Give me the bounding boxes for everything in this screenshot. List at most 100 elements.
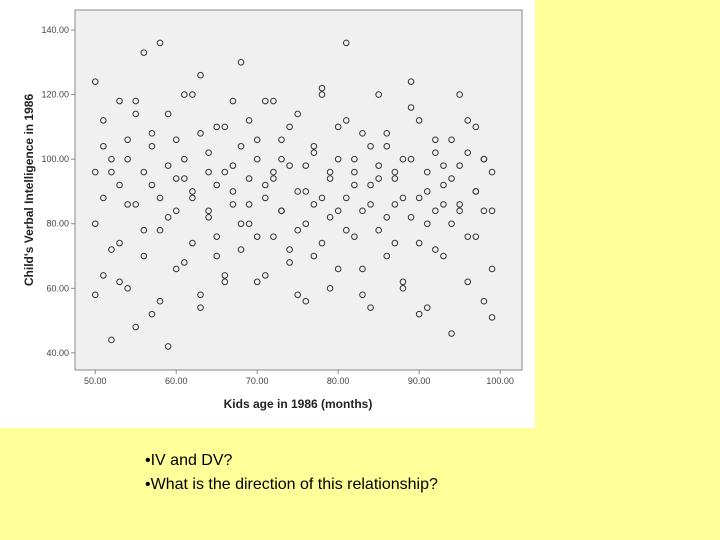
point	[334, 265, 342, 273]
point	[375, 175, 382, 182]
point	[172, 265, 180, 273]
point	[440, 252, 447, 260]
point	[245, 117, 253, 124]
point	[318, 84, 326, 92]
point	[375, 226, 382, 234]
point	[197, 291, 204, 299]
y-tick-label: 60.00	[46, 283, 69, 293]
point	[415, 194, 423, 202]
point	[156, 297, 164, 305]
point	[294, 110, 301, 118]
point	[391, 168, 399, 176]
point	[116, 97, 123, 105]
point	[253, 233, 261, 240]
y-tick-label: 120.00	[41, 90, 69, 100]
point	[302, 162, 310, 169]
point	[383, 252, 391, 260]
point	[221, 278, 229, 286]
point	[367, 304, 374, 311]
point	[423, 168, 431, 176]
point	[472, 233, 480, 240]
point	[261, 272, 269, 279]
point	[213, 252, 221, 260]
point	[464, 233, 472, 240]
point	[464, 117, 472, 124]
point	[91, 78, 99, 85]
point	[326, 213, 334, 221]
point	[213, 233, 221, 240]
point	[375, 91, 382, 98]
point	[148, 181, 156, 189]
point	[326, 285, 334, 292]
bullet-list: •IV and DV? •What is the direction of th…	[145, 449, 438, 497]
point	[91, 220, 99, 228]
point	[221, 123, 229, 131]
point	[302, 220, 310, 228]
point	[391, 239, 399, 247]
point	[116, 181, 123, 189]
point	[124, 201, 131, 208]
point	[164, 162, 172, 169]
point	[189, 91, 196, 98]
point	[383, 142, 391, 150]
point	[100, 117, 107, 124]
point	[91, 291, 99, 299]
point	[172, 207, 180, 215]
point	[140, 252, 148, 260]
point	[367, 142, 374, 150]
point	[456, 207, 463, 215]
point	[148, 310, 156, 318]
point	[156, 194, 164, 202]
point	[342, 39, 350, 47]
point	[480, 297, 488, 305]
point	[326, 175, 334, 182]
point	[480, 155, 488, 163]
point	[302, 188, 310, 195]
point	[124, 155, 131, 163]
point	[181, 175, 188, 182]
point	[245, 220, 253, 228]
point	[334, 123, 342, 131]
point	[456, 91, 463, 98]
point	[164, 110, 172, 118]
point	[294, 226, 301, 234]
point	[367, 181, 374, 189]
point	[229, 162, 237, 169]
point	[359, 130, 366, 137]
point	[326, 168, 334, 176]
point	[132, 323, 140, 331]
point	[423, 220, 431, 228]
point	[253, 136, 261, 144]
point	[294, 291, 301, 299]
point	[270, 97, 277, 105]
point	[197, 304, 204, 311]
point	[480, 207, 488, 215]
point	[391, 175, 399, 182]
point	[334, 207, 342, 215]
point	[359, 207, 366, 215]
point	[367, 201, 374, 208]
point	[237, 142, 245, 150]
point	[440, 181, 447, 189]
x-tick-label: 70.00	[246, 376, 269, 386]
point	[432, 149, 439, 157]
y-tick-label: 80.00	[46, 219, 69, 229]
point	[172, 175, 180, 182]
point	[488, 265, 496, 273]
point	[270, 233, 277, 240]
point	[108, 168, 115, 176]
point	[399, 194, 407, 202]
point	[181, 155, 188, 163]
point	[294, 188, 301, 195]
point	[221, 272, 229, 279]
point	[221, 168, 229, 176]
point	[448, 220, 455, 228]
y-tick-label: 140.00	[41, 25, 69, 35]
bullet: •IV and DV?	[145, 452, 233, 469]
point	[237, 246, 245, 253]
point	[310, 201, 318, 208]
point	[448, 136, 455, 144]
point	[140, 226, 148, 234]
point	[464, 278, 472, 286]
point	[164, 213, 172, 221]
